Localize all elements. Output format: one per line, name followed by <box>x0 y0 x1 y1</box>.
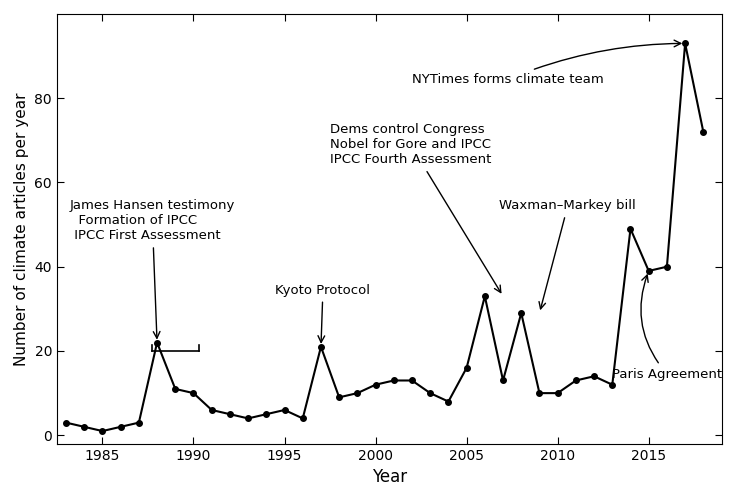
X-axis label: Year: Year <box>372 468 406 486</box>
Text: Paris Agreement: Paris Agreement <box>612 275 722 381</box>
Text: Waxman–Markey bill: Waxman–Markey bill <box>500 200 636 309</box>
Text: James Hansen testimony
  Formation of IPCC
 IPCC First Assessment: James Hansen testimony Formation of IPCC… <box>70 200 235 338</box>
Y-axis label: Number of climate articles per year: Number of climate articles per year <box>14 92 29 365</box>
Text: NYTimes forms climate team: NYTimes forms climate team <box>412 40 681 86</box>
Text: Kyoto Protocol: Kyoto Protocol <box>275 284 370 343</box>
Text: Dems control Congress
Nobel for Gore and IPCC
IPCC Fourth Assessment: Dems control Congress Nobel for Gore and… <box>330 124 501 292</box>
